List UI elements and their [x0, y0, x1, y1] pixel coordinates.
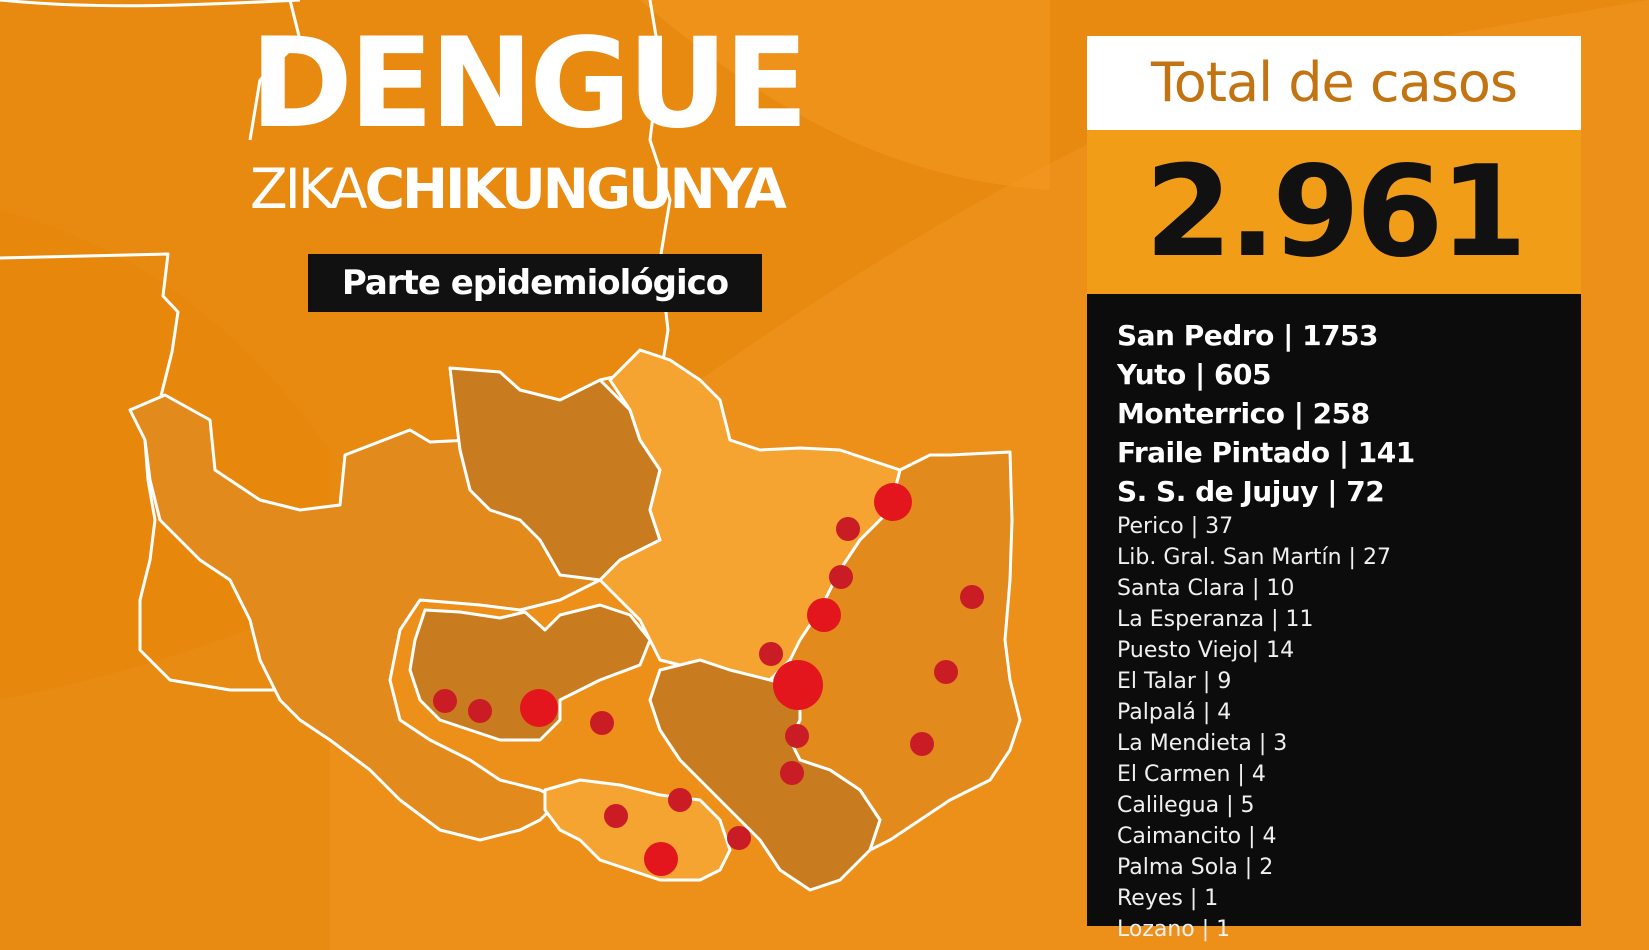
- case-marker-small: [960, 585, 984, 609]
- case-markers: [433, 483, 984, 876]
- case-list-item: Calilegua | 5: [1117, 793, 1255, 818]
- case-marker-large: [644, 842, 678, 876]
- case-marker-large: [773, 660, 823, 710]
- case-list-item: Monterrico | 258: [1117, 397, 1370, 430]
- report-tag: Parte epidemiológico: [308, 254, 762, 312]
- map-region-west-large: [128, 393, 602, 842]
- case-marker-small: [468, 699, 492, 723]
- subtitle-zika: ZIKA: [250, 157, 368, 221]
- case-list-item: Lib. Gral. San Martín | 27: [1117, 545, 1391, 570]
- case-list-item: Santa Clara | 10: [1117, 576, 1295, 601]
- subtitle: ZIKACHIKUNGUNYA: [250, 162, 787, 217]
- case-list-item: La Mendieta | 3: [1117, 731, 1288, 756]
- total-value: 2.961: [1087, 130, 1581, 294]
- case-marker-large: [807, 598, 841, 632]
- case-list-item: Puesto Viejo| 14: [1117, 638, 1295, 663]
- total-label: Total de casos: [1087, 36, 1581, 130]
- case-marker-small: [836, 517, 860, 541]
- case-list-item: Perico | 37: [1117, 514, 1234, 539]
- case-list-item: Palma Sola | 2: [1117, 855, 1274, 880]
- subtitle-chikungunya: CHIKUNGUNYA: [364, 157, 787, 221]
- case-marker-small: [934, 660, 958, 684]
- cases-list-items: San Pedro | 1753 Yuto | 605 Monterrico | 2…: [1087, 294, 1581, 945]
- case-list-item: Palpalá | 4: [1117, 700, 1232, 725]
- case-marker-small: [759, 642, 783, 666]
- case-list-item: Fraile Pintado | 141: [1117, 436, 1415, 469]
- case-list-item: La Esperanza | 11: [1117, 607, 1314, 632]
- cases-panel: Total de casos 2.961 San Pedro | 1753 Yut…: [1087, 36, 1581, 942]
- case-list-item: Reyes | 1: [1117, 886, 1219, 911]
- case-marker-small: [433, 689, 457, 713]
- case-marker-small: [829, 565, 853, 589]
- case-list-item: El Carmen | 4: [1117, 762, 1266, 787]
- case-list-item: Yuto | 605: [1117, 358, 1271, 391]
- case-marker-small: [785, 724, 809, 748]
- case-list-item: San Pedro | 1753: [1117, 319, 1379, 352]
- case-list-item: Lozano | 1: [1117, 917, 1231, 942]
- case-list-item: S. S. de Jujuy | 72: [1117, 475, 1385, 508]
- case-marker-small: [910, 732, 934, 756]
- background-wave: [640, 0, 1050, 190]
- case-marker-small: [780, 761, 804, 785]
- cases-list: San Pedro | 1753 Yuto | 605 Monterrico | 2…: [1087, 294, 1581, 942]
- case-marker-large: [874, 483, 912, 521]
- case-marker-small: [668, 788, 692, 812]
- case-marker-small: [590, 711, 614, 735]
- case-marker-large: [520, 689, 558, 727]
- case-list-item: Caimancito | 4: [1117, 824, 1277, 849]
- case-marker-small: [727, 826, 751, 850]
- case-list-item: El Talar | 9: [1117, 669, 1232, 694]
- main-title: DENGUE: [250, 12, 809, 156]
- case-marker-small: [604, 804, 628, 828]
- background-wave: [0, 210, 330, 950]
